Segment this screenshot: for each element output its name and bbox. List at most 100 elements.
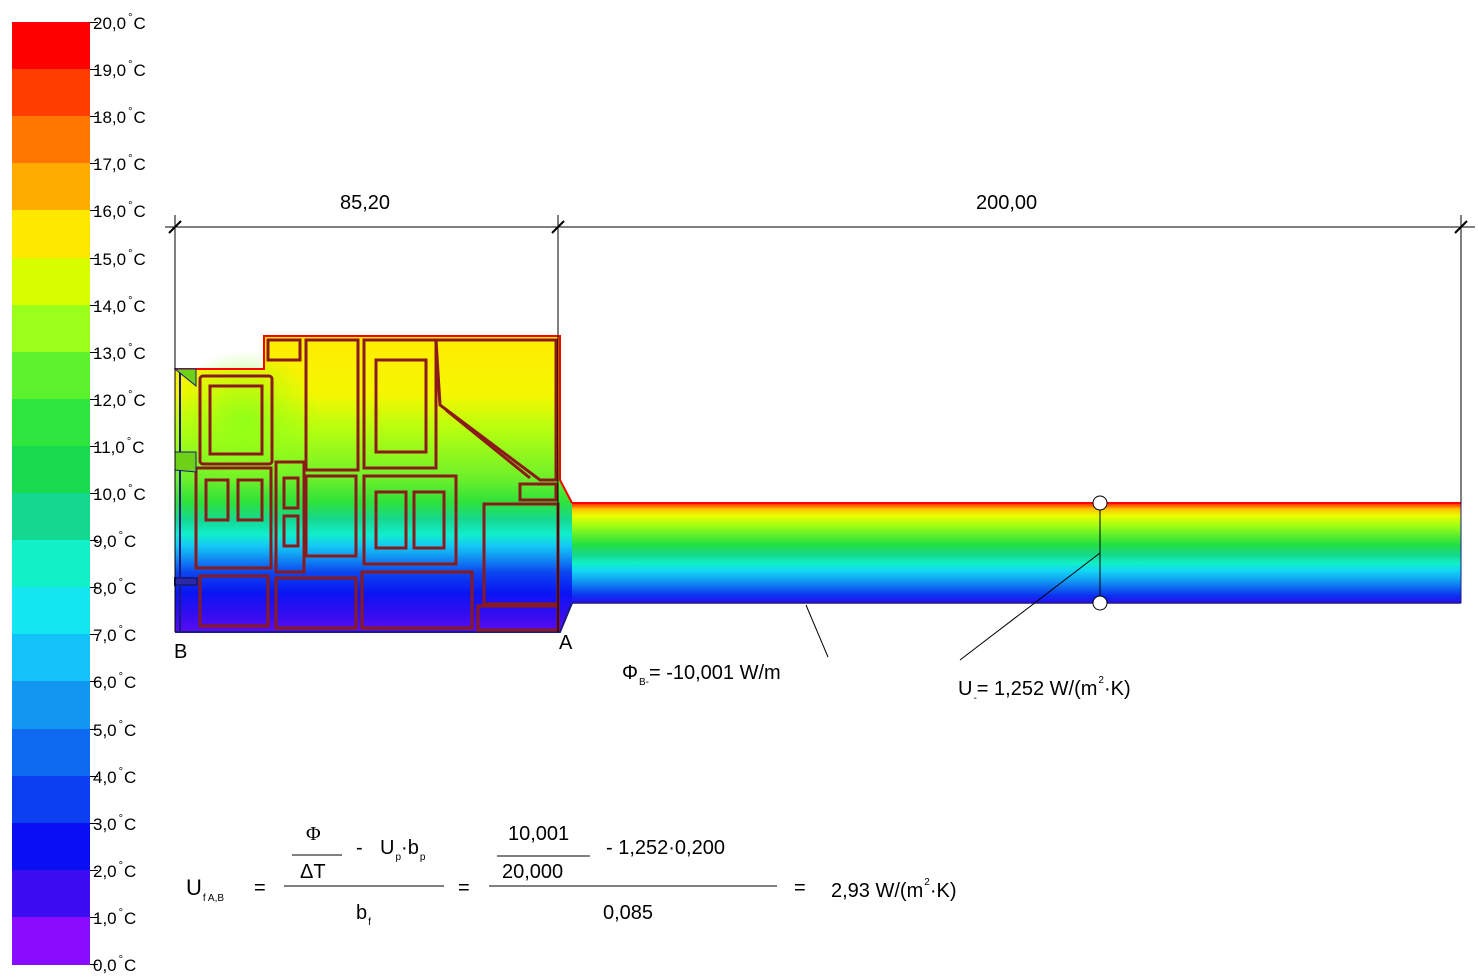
formula-eq-2: = <box>458 877 470 899</box>
formula-delta-t: ΔT <box>300 861 326 883</box>
scale-band <box>12 493 90 541</box>
scale-label: 20,0 °C <box>93 12 146 33</box>
scale-label: 6,0 °C <box>93 671 137 693</box>
scale-tick <box>90 822 98 824</box>
u-subscript: - <box>973 693 977 704</box>
scale-label: 3,0 °C <box>93 812 137 834</box>
scale-tick <box>90 69 98 71</box>
formula-num-bottom: 20,000 <box>502 861 564 883</box>
scale-tick <box>90 22 98 23</box>
scale-label: 17,0 °C <box>93 153 146 175</box>
formula-bf: bf <box>356 903 371 928</box>
formula-minus-1: - <box>356 837 363 859</box>
u-value: = 1,252 W/(m <box>976 678 1098 700</box>
scale-band <box>12 634 90 682</box>
formula-num-top: 10,001 <box>508 823 570 845</box>
scale-tick <box>90 163 98 165</box>
scale-band <box>12 351 90 400</box>
scale-tick <box>90 257 98 259</box>
formula-num-rest: - 1,252·0,200 <box>606 837 725 859</box>
formula-eq-3: = <box>794 877 806 899</box>
wall-section <box>560 503 1461 603</box>
formula-lhs-subscript: f A,B <box>202 893 225 904</box>
point-a-label: A <box>559 632 573 654</box>
formula-bp-subscript: p <box>419 852 426 863</box>
scale-band <box>12 681 90 730</box>
scale-band <box>12 398 90 447</box>
scale-band <box>12 163 90 211</box>
scale-tick <box>90 540 98 542</box>
scale-band <box>12 116 90 164</box>
formula-up-subscript: p <box>395 852 402 863</box>
formula-bf-subscript: f <box>368 917 371 928</box>
scale-band <box>12 822 90 871</box>
formula-lhs-symbol: U <box>186 875 202 900</box>
scale-band <box>12 775 90 824</box>
scale-label: 0,0 °C <box>93 954 137 975</box>
formula-lhs: Uf A,B <box>186 877 224 904</box>
dimension-right: 200,00 <box>976 192 1038 214</box>
scale-label: 15,0 °C <box>93 247 146 269</box>
scale-tick <box>90 493 98 494</box>
scale-tick <box>90 869 98 871</box>
scale-band <box>12 916 90 965</box>
scale-label: 11,0 °C <box>93 435 145 457</box>
flux-symbol: Φ <box>622 662 638 684</box>
frame-profiles <box>194 338 560 632</box>
u-unit-tail: ·K) <box>1103 678 1131 700</box>
formula-bars <box>284 854 777 887</box>
formula-dot: · <box>401 837 408 859</box>
scale-label: 7,0 °C <box>93 624 137 646</box>
scale-tick <box>90 210 98 212</box>
flux-value: = -10,001 W/m <box>648 662 781 684</box>
formula-up-bp: Up·bp <box>380 838 425 863</box>
dimension-lines <box>165 215 1475 632</box>
point-b-label: B <box>174 641 188 663</box>
formula-bf-symbol: b <box>356 902 368 924</box>
u-symbol: U <box>958 678 973 700</box>
formula-result-exponent: 2 <box>924 877 930 888</box>
scale-label: 1,0 °C <box>93 906 137 928</box>
scale-label: 14,0 °C <box>93 294 146 316</box>
formula-eq-1: = <box>254 877 266 899</box>
scale-label: 18,0 °C <box>93 106 146 128</box>
scale-label: 4,0 °C <box>93 765 137 787</box>
formula-result-tail: ·K) <box>929 880 957 902</box>
formula-denominator: 0,085 <box>603 902 654 924</box>
scale-label: 16,0 °C <box>93 200 146 222</box>
formula-up: U <box>380 837 395 859</box>
scale-tick <box>90 775 98 777</box>
scale-label: 12,0 °C <box>93 388 146 410</box>
scale-band <box>12 728 90 777</box>
scale-tick <box>90 304 98 306</box>
scale-label: 8,0 °C <box>93 577 137 599</box>
scale-tick <box>90 964 98 965</box>
scale-tick <box>90 445 98 447</box>
scale-band <box>12 445 90 494</box>
scale-tick <box>90 398 98 400</box>
scale-band <box>12 69 90 117</box>
u-exponent: 2 <box>1098 675 1104 686</box>
scale-label: 13,0 °C <box>93 341 146 363</box>
scale-tick <box>90 587 98 589</box>
formula-result-value: 2,93 W/(m <box>831 880 924 902</box>
scale-label: 9,0 °C <box>93 530 137 552</box>
flux-subscript: B- <box>638 677 649 688</box>
formula-bp: b <box>407 837 419 859</box>
scale-tick <box>90 351 98 353</box>
scale-tick <box>90 634 98 636</box>
formula-phi: Φ <box>306 823 321 845</box>
flux-leader <box>805 604 829 658</box>
scale-label: 2,0 °C <box>93 859 137 881</box>
formula-result: 2,93 W/(m2·K) <box>831 877 957 902</box>
scale-label: 5,0 °C <box>93 718 137 740</box>
scale-band <box>12 587 90 635</box>
scale-label: 19,0 °C <box>93 59 146 81</box>
scale-tick <box>90 116 98 118</box>
scale-band <box>12 869 90 918</box>
scale-tick <box>90 728 98 730</box>
scale-band <box>12 210 90 259</box>
scale-label: 10,0 °C <box>93 483 146 504</box>
scale-tick <box>90 681 98 683</box>
